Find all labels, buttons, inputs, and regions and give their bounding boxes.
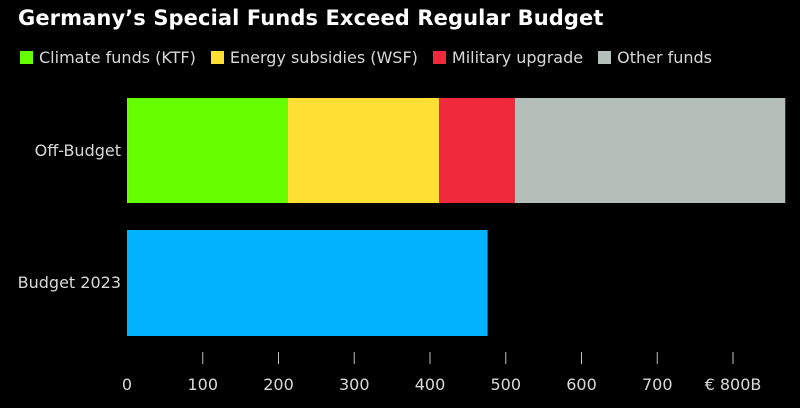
bar-off-budget-series-1 xyxy=(287,98,440,203)
x-tick-label: 600 xyxy=(566,375,597,394)
x-tick-label: 200 xyxy=(263,375,294,394)
legend-swatch-military xyxy=(432,51,446,64)
legend-item-climate: Climate funds (KTF) xyxy=(20,48,196,67)
x-tick-label: € 800B xyxy=(705,375,762,394)
legend-label-climate: Climate funds (KTF) xyxy=(39,48,196,67)
x-tick-label: 0 xyxy=(122,375,132,394)
bar-off-budget-series-0 xyxy=(127,98,288,203)
category-label-budget-2023: Budget 2023 xyxy=(18,273,121,292)
legend-label-other: Other funds xyxy=(617,48,713,67)
category-label-off-budget: Off-Budget xyxy=(35,141,121,160)
x-tick-label: 400 xyxy=(415,375,446,394)
legend: Climate funds (KTF) Energy subsidies (WS… xyxy=(20,48,727,67)
bar-off-budget-series-2 xyxy=(439,98,515,203)
bar-budget-2023-series-4 xyxy=(127,230,488,336)
chart-title: Germany’s Special Funds Exceed Regular B… xyxy=(18,6,604,30)
legend-swatch-climate xyxy=(20,51,33,64)
x-tick-label: 700 xyxy=(642,375,673,394)
legend-label-military: Military upgrade xyxy=(451,48,584,67)
legend-label-energy: Energy subsidies (WSF) xyxy=(229,48,418,67)
legend-item-energy: Energy subsidies (WSF) xyxy=(210,48,418,67)
bars-group xyxy=(127,98,786,336)
x-tick-label: 300 xyxy=(339,375,370,394)
x-tick-label: 100 xyxy=(187,375,218,394)
bar-off-budget-series-3 xyxy=(514,98,786,203)
legend-item-other: Other funds xyxy=(598,48,712,67)
x-tick-label: 500 xyxy=(490,375,521,394)
legend-item-military: Military upgrade xyxy=(432,48,584,67)
x-axis-ticks: 0 100 200 300 400 500 600 700 € 800B xyxy=(122,352,761,394)
legend-swatch-energy xyxy=(210,51,224,64)
legend-swatch-other xyxy=(598,51,612,64)
